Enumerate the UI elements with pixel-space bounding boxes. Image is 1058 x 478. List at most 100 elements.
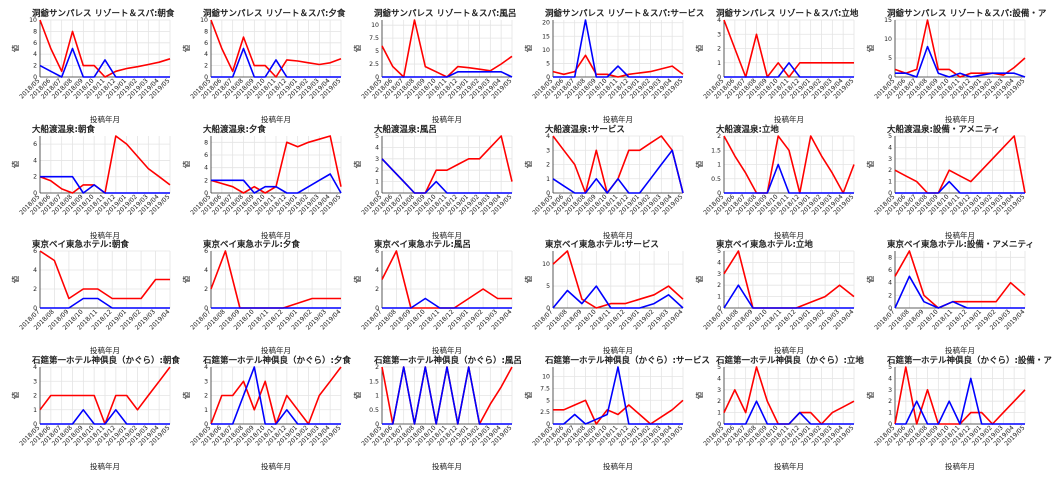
x-axis-label: 投稿年月 <box>90 230 120 240</box>
y-axis-label: 値 <box>10 275 20 283</box>
y-tick-label: 4 <box>888 280 892 287</box>
y-tick-label: 4 <box>888 144 892 151</box>
chart-title: 洞爺サンパレス リゾート＆スパ:立地 <box>716 8 859 19</box>
y-tick-label: 5 <box>717 364 721 371</box>
y-tick-label: 15 <box>542 33 550 40</box>
y-tick-label: 10 <box>200 17 208 24</box>
y-tick-label: 1 <box>717 60 721 67</box>
chart-title: 東京ベイ東急ホテル:風呂 <box>374 239 471 250</box>
chart-title: 石筵第一ホテル神俱良（かぐら）:設備・ア <box>886 355 1052 366</box>
series-line-red <box>894 19 1026 78</box>
chart-title: 大船渡温泉:風呂 <box>374 124 437 135</box>
x-axis-label: 投稿年月 <box>945 114 975 124</box>
y-tick-label: 3 <box>204 378 208 385</box>
y-tick-label: 4 <box>888 375 892 382</box>
chart-title: 東京ベイ東急ホテル:夕食 <box>203 239 300 250</box>
y-tick-label: 20 <box>542 20 550 27</box>
x-axis-label: 投稿年月 <box>261 230 291 240</box>
series-line-blue <box>553 366 683 425</box>
y-tick-label: 0.5 <box>711 176 721 183</box>
y-tick-label: 4 <box>717 17 721 24</box>
y-tick-label: 4 <box>546 133 550 140</box>
series-line-red <box>723 135 855 194</box>
y-tick-label: 0 <box>204 190 208 197</box>
x-axis-label: 投稿年月 <box>90 114 120 124</box>
y-tick-label: 0 <box>888 421 892 428</box>
x-axis-label: 投稿年月 <box>774 114 804 124</box>
y-tick-label: 4 <box>204 364 208 371</box>
chart-title: 洞爺サンパレス リゾート＆スパ:朝食 <box>32 8 175 19</box>
chart-title: 東京ベイ東急ホテル:サービス <box>545 239 659 250</box>
series-line-blue <box>723 284 854 309</box>
chart-title: 洞爺サンパレス リゾート＆スパ:夕食 <box>203 8 346 19</box>
y-tick-label: 6 <box>33 40 37 47</box>
x-axis-label: 投稿年月 <box>261 461 291 471</box>
chart-panel-11: 00.511.522018/052018/062018/072018/08201… <box>694 124 855 240</box>
y-tick-label: 2 <box>33 63 37 70</box>
chart-title: 大船渡温泉:サービス <box>545 124 625 135</box>
y-axis-label: 値 <box>352 44 362 52</box>
y-tick-label: 6 <box>375 248 379 255</box>
y-tick-label: 5 <box>717 248 721 255</box>
y-tick-label: 2 <box>204 63 208 70</box>
chart-title: 大船渡温泉:立地 <box>716 124 779 135</box>
y-axis-label: 値 <box>523 275 533 283</box>
y-tick-label: 4 <box>717 259 721 266</box>
chart-title: 大船渡温泉:設備・アメニティ <box>887 124 1000 135</box>
y-tick-label: 1 <box>888 179 892 186</box>
series-line-red <box>894 135 1026 194</box>
chart-panel-17: 0123452018/072018/082018/092018/102018/1… <box>694 239 855 355</box>
y-axis-label: 値 <box>352 160 362 168</box>
y-tick-label: 2 <box>375 286 379 293</box>
chart-title: 洞爺サンパレス リゾート＆スパ:設備・ア <box>887 8 1047 19</box>
chart-title: 石筵第一ホテル神俱良（かぐら）:サービス <box>544 355 710 366</box>
series-line-blue <box>724 163 854 194</box>
chart-title: 石筵第一ホテル神俱良（かぐら）:朝食 <box>31 355 180 366</box>
series-line-blue <box>553 19 683 78</box>
y-tick-label: 4 <box>204 267 208 274</box>
y-tick-label: 4 <box>33 267 37 274</box>
y-tick-label: 5 <box>888 55 892 62</box>
x-axis-label: 投稿年月 <box>432 230 462 240</box>
y-tick-label: 7.5 <box>540 385 550 392</box>
y-tick-label: 0 <box>33 305 37 312</box>
y-tick-label: 0 <box>375 190 379 197</box>
x-axis-label: 投稿年月 <box>945 345 975 355</box>
y-tick-label: 1.5 <box>711 147 721 154</box>
series-line-blue <box>382 71 513 78</box>
series-line-blue <box>381 158 512 194</box>
chart-panel-13: 02462018/072018/082018/092018/102018/112… <box>10 239 171 355</box>
y-tick-label: 1 <box>888 410 892 417</box>
series-line-blue <box>552 285 684 309</box>
y-tick-label: 8 <box>888 254 892 261</box>
y-axis-label: 値 <box>10 44 20 52</box>
x-axis-label: 投稿年月 <box>945 461 975 471</box>
y-tick-label: 2 <box>717 398 721 405</box>
y-axis-label: 値 <box>865 160 875 168</box>
y-tick-label: 0 <box>546 421 550 428</box>
y-tick-label: 1 <box>546 176 550 183</box>
x-axis-label: 投稿年月 <box>603 345 633 355</box>
y-tick-label: 3 <box>33 378 37 385</box>
y-tick-label: 3 <box>717 271 721 278</box>
x-axis-label: 投稿年月 <box>774 230 804 240</box>
y-tick-label: 2 <box>888 167 892 174</box>
chart-panel-21: 00.511.522018/052018/062018/072018/08201… <box>352 355 522 471</box>
series-line-red <box>894 250 1026 309</box>
y-tick-label: 0 <box>204 74 208 81</box>
y-tick-label: 2.5 <box>540 409 550 416</box>
series-line-blue <box>552 149 684 194</box>
y-tick-label: 3 <box>375 156 379 163</box>
y-tick-label: 0 <box>717 421 721 428</box>
y-axis-label: 値 <box>865 44 875 52</box>
y-tick-label: 2 <box>546 162 550 169</box>
chart-panel-10: 012342018/052018/062018/072018/082018/09… <box>523 124 684 240</box>
y-tick-label: 2 <box>888 398 892 405</box>
y-axis-label: 値 <box>181 160 191 168</box>
chart-panel-18: 024682018/072018/082018/092018/102018/11… <box>865 239 1034 355</box>
y-tick-label: 2 <box>204 177 208 184</box>
series-line-blue <box>40 408 170 425</box>
y-tick-label: 0 <box>717 74 721 81</box>
y-tick-label: 5 <box>546 397 550 404</box>
chart-panel-7: 02462018/052018/062018/072018/082018/092… <box>10 124 171 240</box>
